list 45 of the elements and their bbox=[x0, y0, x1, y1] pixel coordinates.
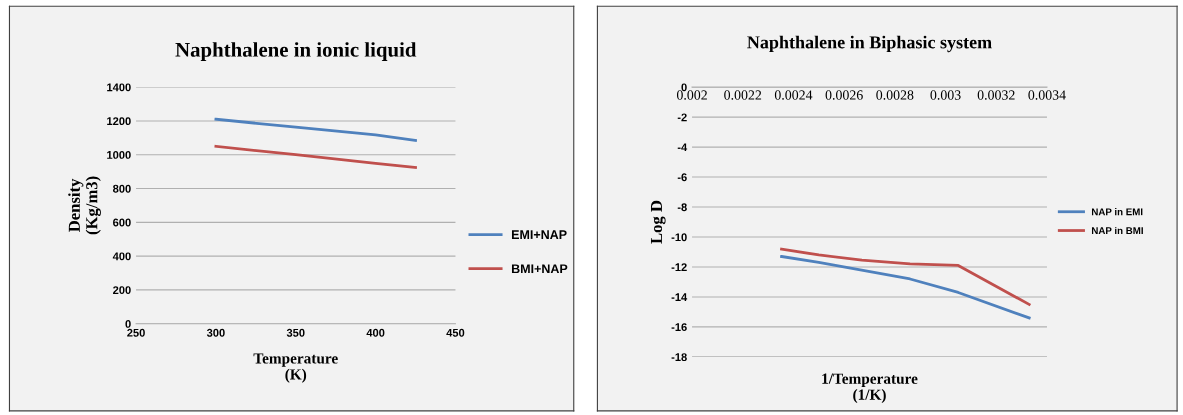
y-tick-label: 600 bbox=[113, 218, 131, 227]
y-tick-label: -4 bbox=[677, 143, 688, 152]
y-axis-title: Density (Kg/m3) bbox=[68, 176, 101, 235]
chart-title: Naphthalene in Biphasic system bbox=[747, 35, 992, 53]
x-axis-title: 1/Temperature (1/K) bbox=[822, 373, 918, 403]
y-tick-label: -14 bbox=[671, 293, 688, 301]
x-tick-label: 0.0026 bbox=[825, 90, 863, 100]
y-tick-label: 1200 bbox=[107, 117, 131, 126]
legend-label: BMI+NAP bbox=[511, 264, 568, 274]
y-axis-title: Log D bbox=[650, 200, 666, 244]
x-tick-label: 0.0022 bbox=[724, 90, 762, 100]
legend-label: NAP in BMI bbox=[1091, 226, 1143, 234]
y-tick-label: -18 bbox=[671, 353, 687, 362]
x-tick-label: 250 bbox=[127, 328, 145, 337]
y-tick-label: 200 bbox=[113, 286, 131, 295]
legend-label: EMI+NAP bbox=[511, 230, 567, 239]
x-tick-label: 0.0024 bbox=[774, 90, 813, 100]
x-axis-title: Temperature (K) bbox=[253, 353, 338, 383]
line-series bbox=[214, 117, 417, 142]
y-tick-label: -6 bbox=[677, 173, 687, 182]
y-tick-label: -16 bbox=[671, 323, 687, 332]
x-tick-label: 0.0034 bbox=[1028, 90, 1066, 100]
y-tick-label: 400 bbox=[112, 252, 131, 261]
x-tick-label: 0.0032 bbox=[977, 90, 1015, 100]
y-tick-label: 1000 bbox=[107, 151, 131, 159]
y-tick-label: -12 bbox=[671, 263, 687, 272]
y-tick-label: -8 bbox=[677, 203, 687, 212]
chart-title: Naphthalene in ionic liquid bbox=[175, 42, 417, 62]
x-tick-label: 0.003 bbox=[930, 90, 961, 100]
x-tick-label: 450 bbox=[446, 328, 465, 337]
legend-label: NAP in EMI bbox=[1091, 208, 1143, 216]
x-tick-label: 400 bbox=[366, 328, 385, 337]
y-tick-label: 0 bbox=[681, 83, 687, 92]
x-tick-label: 0.002 bbox=[676, 90, 707, 100]
y-tick-label: 0 bbox=[125, 319, 131, 328]
y-tick-label: 1400 bbox=[107, 83, 131, 92]
line-series bbox=[780, 247, 1031, 306]
line-series bbox=[780, 255, 1031, 320]
x-tick-label: 350 bbox=[286, 328, 305, 337]
line-series bbox=[214, 144, 417, 169]
x-tick-label: 0.0028 bbox=[876, 90, 914, 100]
y-tick-label: -2 bbox=[677, 113, 687, 122]
y-tick-label: 800 bbox=[113, 184, 131, 193]
x-tick-label: 300 bbox=[206, 328, 225, 337]
y-tick-label: -10 bbox=[671, 233, 687, 242]
